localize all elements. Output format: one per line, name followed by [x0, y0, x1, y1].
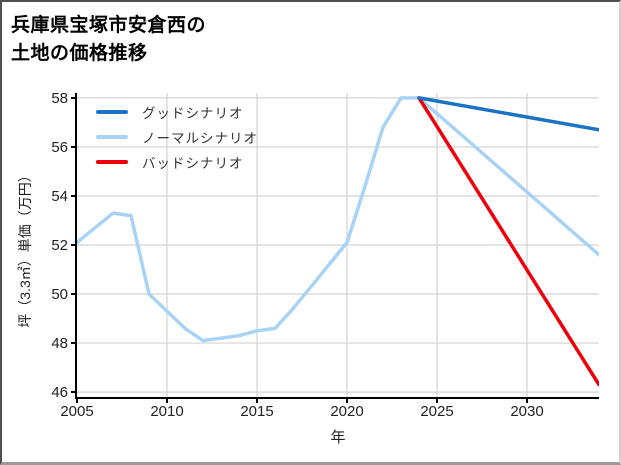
series-line: [417, 96, 599, 387]
x-tick-mark: [436, 399, 438, 403]
price-line-chart: [77, 93, 599, 397]
x-tick-mark: [76, 399, 78, 403]
legend-label: ノーマルシナリオ: [142, 130, 258, 146]
x-tick-mark: [526, 399, 528, 403]
x-tick-label: 2005: [60, 403, 94, 420]
plot-area: [75, 93, 599, 399]
series-line: [417, 96, 599, 132]
x-tick-label: 2020: [330, 403, 364, 420]
chart-title-line2: 土地の価格推移: [11, 43, 148, 64]
y-tick-mark: [71, 244, 75, 246]
y-tick-label: 52: [51, 237, 68, 254]
x-tick-mark: [166, 399, 168, 403]
y-tick-mark: [71, 96, 75, 99]
y-tick-mark: [71, 145, 75, 148]
legend-item: グッドシナリオ: [96, 99, 258, 124]
legend-item: ノーマルシナリオ: [96, 124, 258, 149]
y-tick-mark: [71, 194, 75, 197]
legend-line-swatch: [96, 109, 128, 114]
x-tick-label: 2015: [240, 403, 274, 420]
x-tick-mark: [256, 399, 258, 403]
x-axis-label: 年: [330, 429, 346, 446]
legend-line-swatch: [96, 159, 128, 164]
x-tick-mark: [346, 399, 348, 403]
y-tick-label: 58: [51, 89, 68, 107]
legend-line-swatch: [96, 134, 128, 139]
y-tick-label: 56: [51, 138, 68, 156]
series-line: [77, 96, 599, 343]
x-tick-label: 2010: [150, 403, 184, 420]
chart-title-line1: 兵庫県宝塚市安倉西の: [11, 15, 207, 36]
x-tick-label: 2025: [420, 403, 454, 420]
y-tick-label: 54: [51, 187, 68, 205]
chart-title: 兵庫県宝塚市安倉西の 土地の価格推移: [11, 12, 206, 68]
y-tick-mark: [71, 293, 75, 296]
y-tick-label: 48: [51, 335, 68, 353]
legend-item: バッドシナリオ: [96, 149, 258, 174]
y-tick-mark: [71, 342, 75, 345]
y-tick-label: 46: [51, 384, 68, 402]
legend-label: グッドシナリオ: [142, 105, 244, 121]
y-tick-label: 50: [51, 286, 68, 304]
legend-label: バッドシナリオ: [142, 155, 244, 171]
y-tick-mark: [71, 391, 75, 394]
x-tick-label: 2030: [510, 403, 544, 420]
legend: グッドシナリオ ノーマルシナリオ バッドシナリオ: [96, 99, 258, 174]
